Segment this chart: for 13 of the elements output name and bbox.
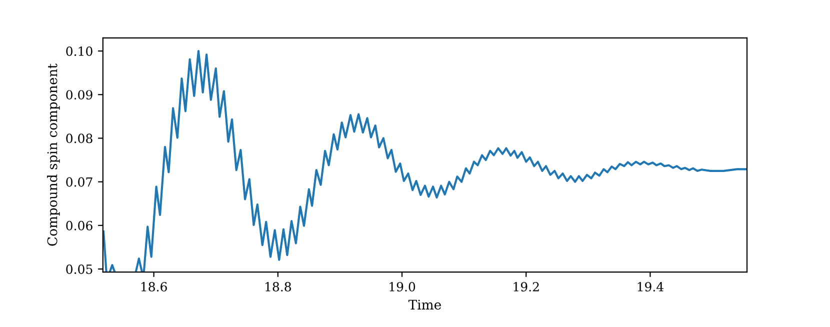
y-tick-label: 0.08 [66,134,92,144]
y-tick-label: 0.06 [66,220,92,230]
x-tick-label: 19.2 [514,282,539,292]
x-tick-label: 18.6 [141,282,167,292]
y-tick-label: 0.09 [66,90,92,100]
y-tick-label: 0.10 [66,46,92,56]
x-tick-label: 18.8 [266,282,291,292]
y-axis-title: Compound spin component [47,64,60,246]
x-tick-label: 19.4 [638,282,664,292]
x-tick-label: 19.0 [390,282,416,292]
y-tick-label: 0.07 [66,177,92,187]
y-tick-label: 0.05 [66,264,92,274]
x-axis-title: Time [408,300,441,310]
